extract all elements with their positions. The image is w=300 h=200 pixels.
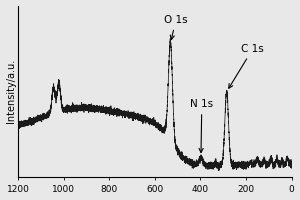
Text: O 1s: O 1s [164,15,188,40]
Y-axis label: Intensity/a.u.: Intensity/a.u. [6,59,16,123]
Text: N 1s: N 1s [190,99,213,153]
Text: C 1s: C 1s [229,44,264,88]
